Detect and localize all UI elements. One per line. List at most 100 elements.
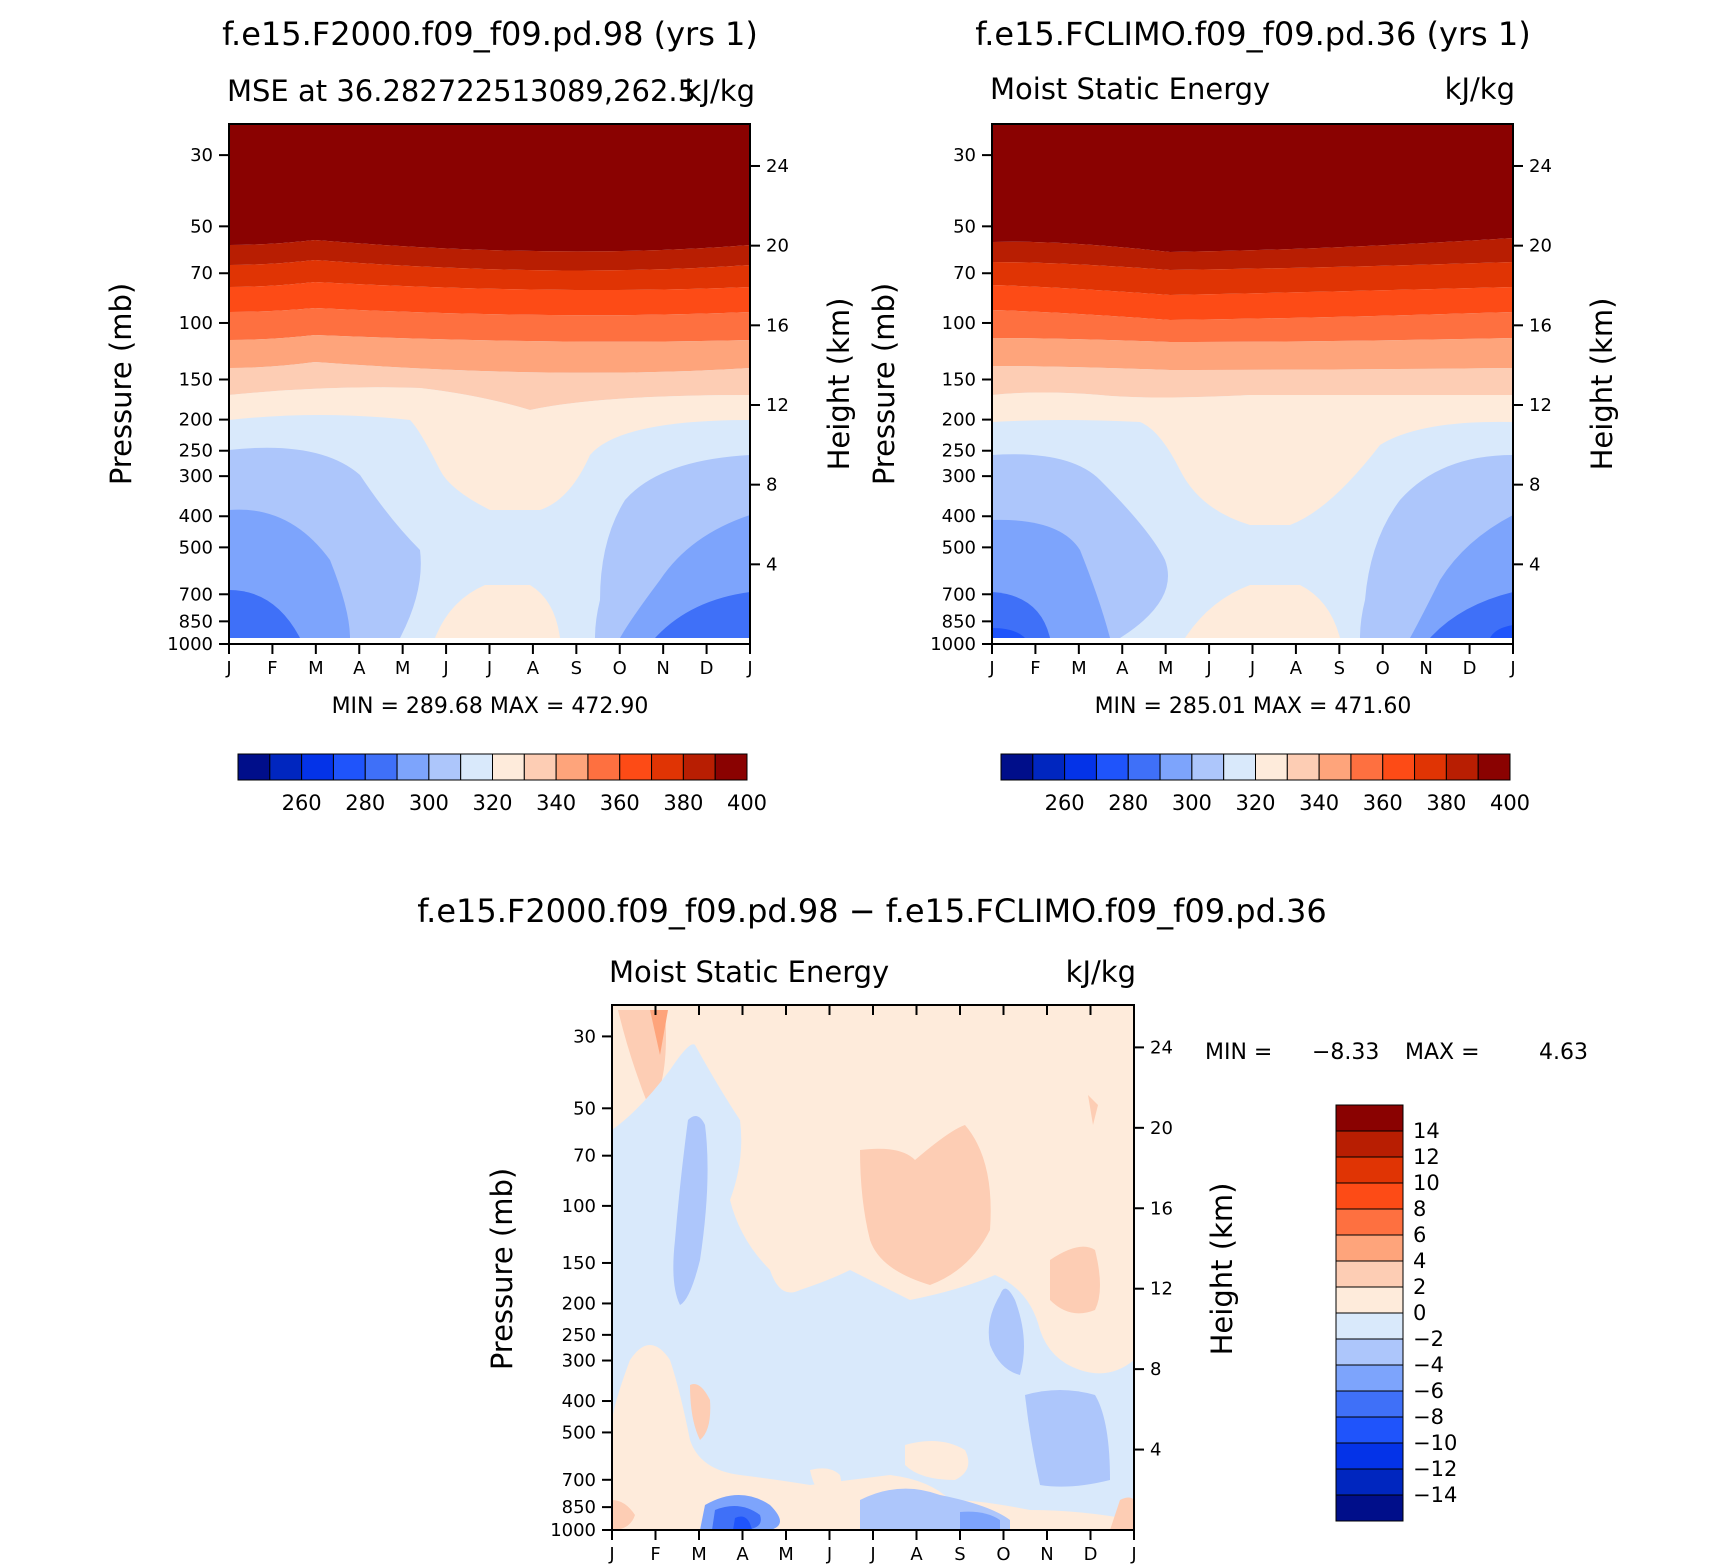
p3-xtick-label: A xyxy=(736,1544,749,1565)
p2-colorbar-label: 260 xyxy=(1045,791,1085,815)
panel-3-neg-bottom-center-inner xyxy=(960,1511,1000,1530)
panel-3-title: f.e15.F2000.f09_f09.pd.98 − f.e15.FCLIMO… xyxy=(417,892,1327,930)
panel-1-min-max: MIN = 289.68 MAX = 472.90 xyxy=(332,694,649,719)
panel-3-right-axis-label: Height (km) xyxy=(1205,1183,1239,1356)
p3-colorbar-cell xyxy=(1335,1468,1404,1496)
p1-rtick-label: 12 xyxy=(766,395,789,416)
p2-colorbar-label: 380 xyxy=(1426,791,1466,815)
p2-colorbar-label: 320 xyxy=(1235,791,1275,815)
p3-colorbar-cell xyxy=(1335,1130,1404,1158)
p1-colorbar-label: 360 xyxy=(600,791,640,815)
panel-2-right-ticks: 24 20 16 12 8 4 xyxy=(1513,156,1552,575)
p3-ytick-label: 50 xyxy=(573,1098,596,1119)
panel-2: f.e15.FCLIMO.f09_f09.pd.36 (yrs 1) Moist… xyxy=(867,15,1619,815)
p2-colorbar-label: 360 xyxy=(1363,791,1403,815)
p3-colorbar-label: 6 xyxy=(1413,1223,1426,1247)
panel-3-pos-right xyxy=(1050,1246,1100,1314)
p2-rtick-label: 24 xyxy=(1529,156,1552,177)
panel-2-band-370 xyxy=(992,285,1513,320)
p3-ytick-label: 1000 xyxy=(550,1520,596,1541)
p3-xtick-label: J xyxy=(608,1544,614,1565)
p1-rtick-label: 20 xyxy=(766,236,789,257)
panel-2-band-340 xyxy=(992,366,1513,398)
p3-ytick-label: 500 xyxy=(562,1422,596,1443)
p3-xtick-label: S xyxy=(954,1544,965,1565)
p3-xtick-label: D xyxy=(1084,1544,1098,1565)
p1-colorbar-cell xyxy=(619,753,653,781)
p1-colorbar-label: 280 xyxy=(345,791,385,815)
p3-colorbar-label: 2 xyxy=(1413,1275,1426,1299)
p2-colorbar-cell xyxy=(1223,753,1256,781)
p3-colorbar-cell xyxy=(1335,1234,1404,1262)
p1-colorbar-cell xyxy=(492,753,525,781)
p3-ytick-label: 100 xyxy=(562,1196,596,1217)
p3-colorbar-cell xyxy=(1335,1390,1404,1418)
p1-rtick-label: 24 xyxy=(766,156,789,177)
panel-3-y-axis-label: Pressure (mb) xyxy=(485,1168,519,1370)
p1-colorbar-cell xyxy=(523,753,557,781)
p3-ytick-label: 300 xyxy=(562,1351,596,1372)
panel-3-pos-upper-left-core xyxy=(650,1010,668,1055)
panel-2-min-max: MIN = 285.01 MAX = 471.60 xyxy=(1095,694,1412,719)
panel-2-band-290-right xyxy=(1430,592,1513,638)
p3-rtick-label: 4 xyxy=(1150,1440,1161,1461)
panel-3-pos-corner-right xyxy=(1110,1497,1134,1530)
p2-colorbar-label: 400 xyxy=(1490,791,1530,815)
p1-xtick-label: J xyxy=(225,658,231,679)
p2-ytick-label: 150 xyxy=(942,370,976,391)
panel-1-left-label: MSE at 36.282722513089,262.5 xyxy=(227,74,696,108)
p2-ytick-label: 700 xyxy=(942,584,976,605)
panel-2-colorbar: 260 280 300 320 340 360 380 400 xyxy=(1000,753,1530,815)
panel-1-band-290-left xyxy=(229,590,300,638)
p2-xtick-label: N xyxy=(1419,658,1432,679)
p2-xtick-label: M xyxy=(1071,658,1087,679)
panel-2-band-290-left xyxy=(992,592,1050,638)
p2-xtick-label: S xyxy=(1334,658,1345,679)
panel-3-pos-upper-left xyxy=(618,1010,666,1110)
panel-1-colorbar: 260 280 300 320 340 360 380 400 xyxy=(237,753,767,815)
panel-1-band-400 xyxy=(229,124,750,252)
p3-xtick-label: A xyxy=(910,1544,923,1565)
p2-colorbar-label: 280 xyxy=(1108,791,1148,815)
p3-colorbar-cell xyxy=(1335,1312,1404,1340)
p1-ytick-label: 150 xyxy=(179,370,213,391)
p3-colorbar-cell xyxy=(1335,1156,1404,1184)
p2-xtick-label: J xyxy=(1249,658,1255,679)
p1-colorbar-cell xyxy=(364,753,398,781)
p1-xtick-label: M xyxy=(395,658,411,679)
p2-ytick-label: 200 xyxy=(942,410,976,431)
p2-xtick-label: A xyxy=(1290,658,1303,679)
p3-colorbar-label: −14 xyxy=(1413,1483,1457,1507)
p3-colorbar-cell xyxy=(1335,1208,1404,1236)
p2-colorbar-cell xyxy=(1350,753,1384,781)
p2-rtick-label: 16 xyxy=(1529,315,1552,336)
p3-colorbar-label: −4 xyxy=(1413,1353,1444,1377)
p3-colorbar-cell xyxy=(1335,1286,1404,1314)
panel-2-plot: J F M A M J J A S O N D J 30 50 70 100 150 200 250 300 400 50… xyxy=(930,123,1552,679)
panel-2-band-400 xyxy=(992,124,1513,252)
p1-colorbar-label: 380 xyxy=(663,791,703,815)
panel-2-band-390 xyxy=(992,238,1513,270)
p1-colorbar-cell xyxy=(396,753,430,781)
p1-ytick-label: 400 xyxy=(179,506,213,527)
p1-ytick-label: 500 xyxy=(179,537,213,558)
p3-colorbar-label: 0 xyxy=(1413,1301,1426,1325)
panel-1: f.e15.F2000.f09_f09.pd.98 (yrs 1) MSE at… xyxy=(104,15,856,815)
p2-ytick-label: 500 xyxy=(942,537,976,558)
p3-colorbar-label: 10 xyxy=(1413,1171,1440,1195)
p1-xtick-label: J xyxy=(442,658,448,679)
p2-ytick-label: 30 xyxy=(953,145,976,166)
p2-xtick-label: F xyxy=(1030,658,1040,679)
panel-2-band-280-left xyxy=(992,628,1025,638)
p3-colorbar-label: 14 xyxy=(1413,1119,1440,1143)
p3-ytick-label: 150 xyxy=(562,1253,596,1274)
panel-1-plot: J F M A M J J A S O N D J 30 50 70 100 150 200 250 300 400 50… xyxy=(167,123,789,679)
p3-colorbar-cell xyxy=(1335,1260,1404,1288)
p1-ytick-label: 300 xyxy=(179,466,213,487)
panel-3-pos-lower-center xyxy=(905,1441,969,1480)
p1-rtick-label: 16 xyxy=(766,315,789,336)
p3-rtick-label: 24 xyxy=(1150,1037,1173,1058)
panel-2-y-axis-label: Pressure (mb) xyxy=(867,283,901,485)
